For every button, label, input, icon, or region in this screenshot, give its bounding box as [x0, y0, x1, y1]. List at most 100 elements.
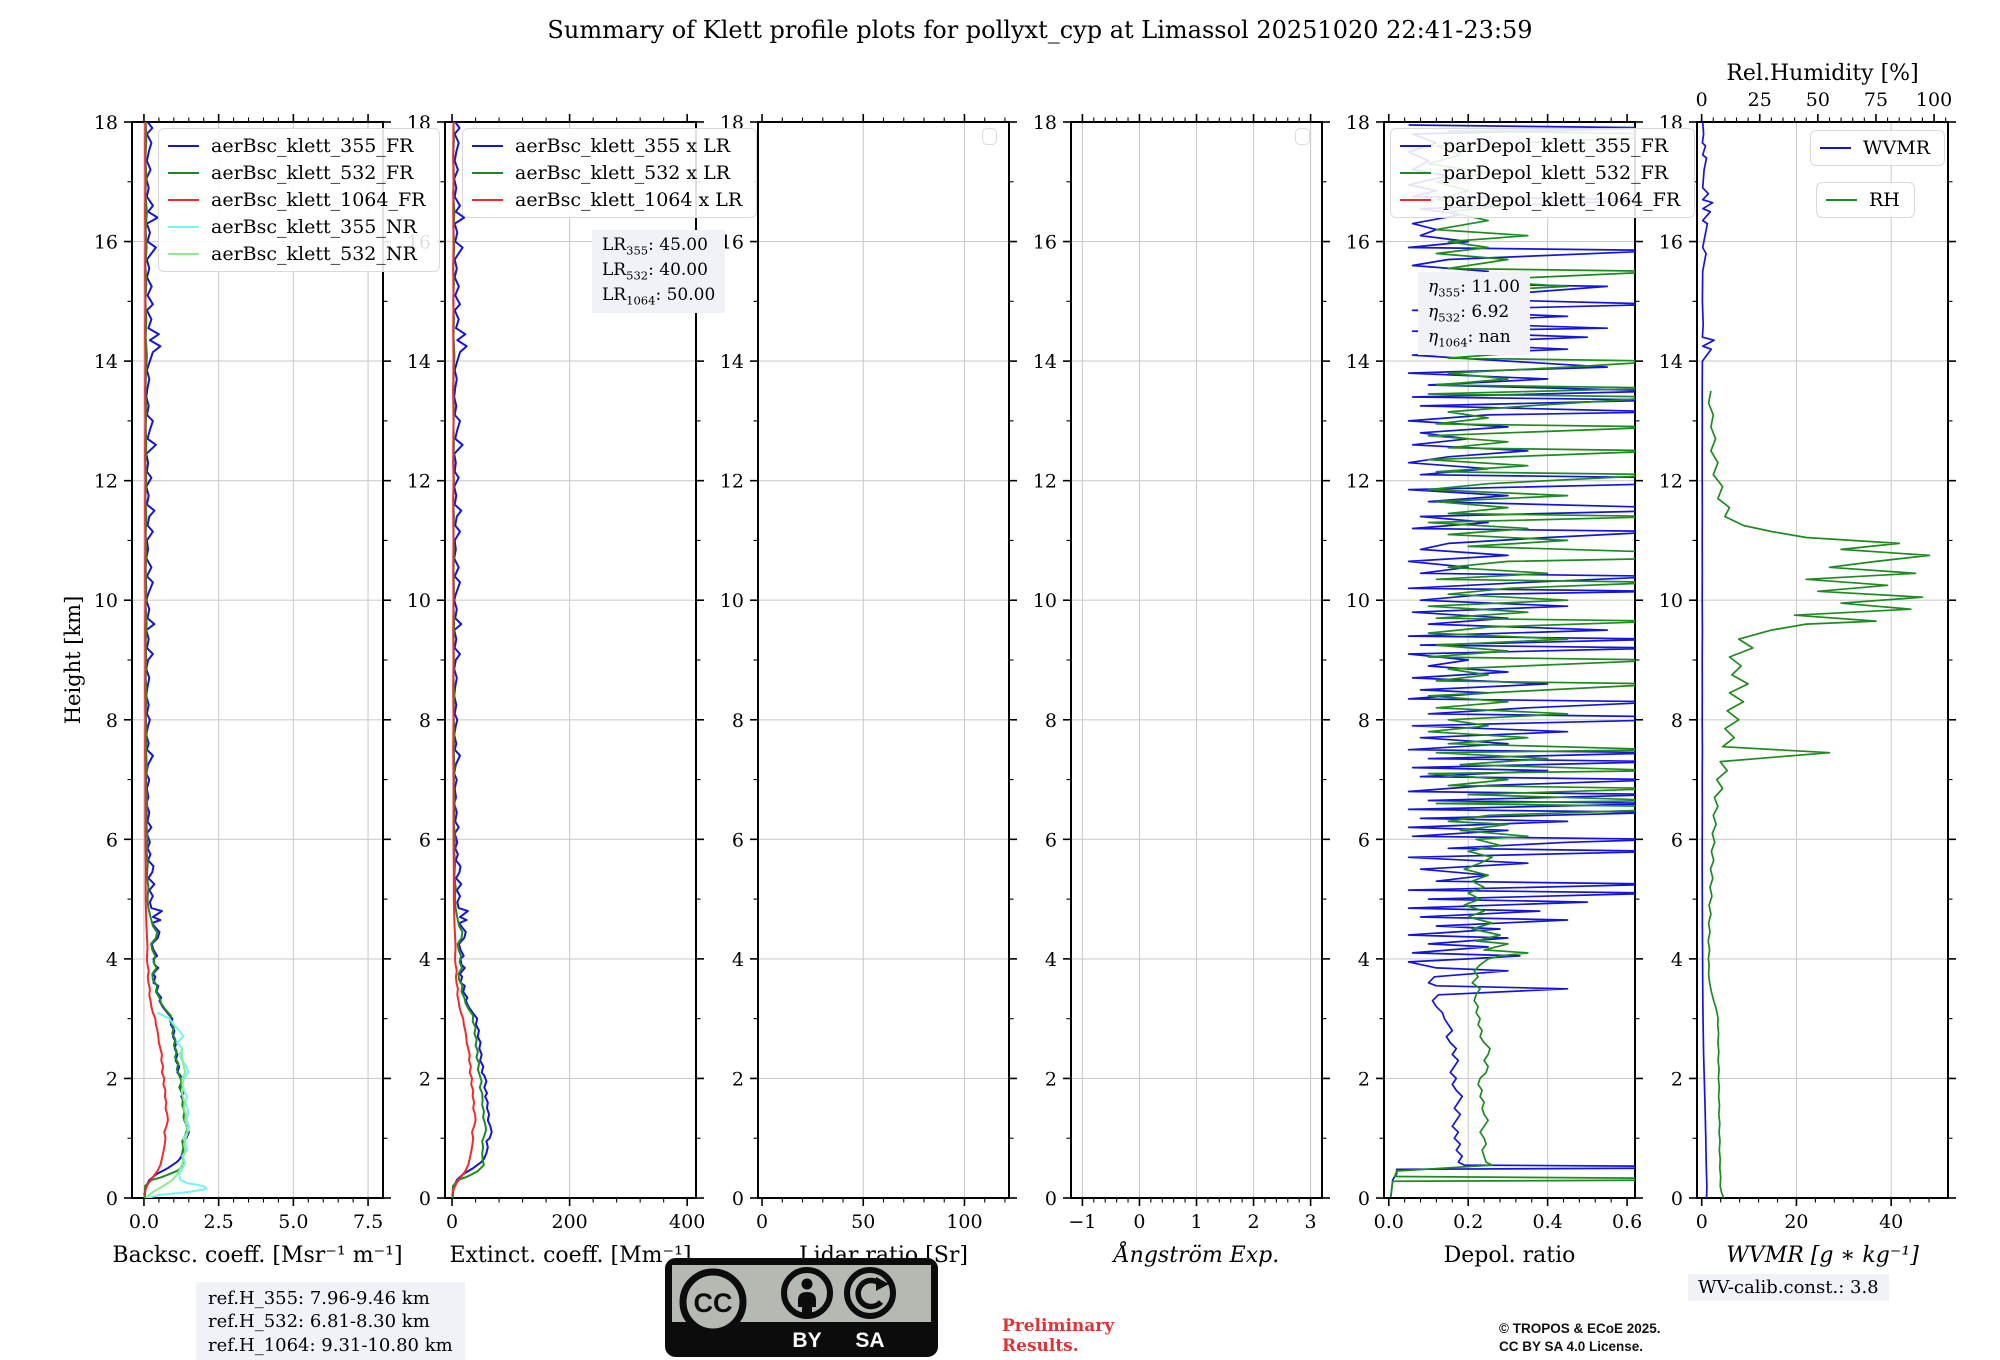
panel-backscatter-data — [143, 122, 208, 1198]
legend-line-swatch — [472, 172, 503, 174]
y-tick-label: 12 — [407, 471, 431, 493]
y-tick-label: 4 — [732, 949, 744, 971]
y-tick-label: 16 — [94, 232, 118, 254]
sa-label: SA — [855, 1329, 884, 1352]
y-tick-label: 2 — [419, 1068, 431, 1090]
tick-label: 0.2 — [1453, 1211, 1483, 1233]
legend-item: aerBsc_klett_355_FR — [168, 135, 425, 157]
tick-label: 0 — [1133, 1211, 1145, 1233]
copyright-note: © TROPOS & ECoE 2025. CC BY SA 4.0 Licen… — [1499, 1321, 1661, 1354]
y-tick-label: 16 — [1346, 232, 1370, 254]
tick-label: 0 — [1696, 1211, 1708, 1233]
tick-label: 0 — [446, 1211, 458, 1233]
series-RH — [1707, 390, 1931, 1198]
y-tick-label: 4 — [1358, 949, 1370, 971]
y-tick-label: 18 — [1033, 112, 1057, 134]
y-tick-label: 6 — [1671, 829, 1683, 851]
legend: RH — [1816, 182, 1915, 218]
y-tick-label: 6 — [1358, 829, 1370, 851]
top-tick-label: 100 — [1916, 89, 1952, 111]
ref-height-532: ref.H_532: 6.81-8.30 km — [208, 1311, 430, 1333]
y-tick-label: 8 — [1045, 710, 1057, 732]
tick-label: −1 — [1068, 1211, 1096, 1233]
x-axis-label: Extinct. coeff. [Mm⁻¹] — [449, 1243, 691, 1268]
annotation-line: LR1064: 50.00 — [602, 285, 716, 308]
legend: WVMR — [1810, 130, 1946, 166]
series-aerBsc_klett_532_NR — [145, 1048, 189, 1198]
legend-item: WVMR — [1820, 137, 1930, 159]
tick-label: 7.5 — [353, 1211, 383, 1233]
legend-line-swatch — [1400, 172, 1431, 174]
legend-item: aerBsc_klett_355 x LR — [472, 135, 742, 157]
legend-line-swatch — [472, 145, 503, 147]
tick-label: 200 — [551, 1211, 587, 1233]
y-tick-label: 8 — [1358, 710, 1370, 732]
y-tick-label: 0 — [732, 1188, 744, 1210]
legend-item: aerBsc_klett_532_NR — [168, 243, 425, 265]
legend-item-label: aerBsc_klett_355_NR — [211, 216, 417, 238]
y-tick-label: 12 — [720, 471, 744, 493]
tick-label: 100 — [946, 1211, 982, 1233]
y-tick-label: 16 — [1033, 232, 1057, 254]
annotation-box: LR355: 45.00 LR532: 40.00 LR1064: 50.00 — [592, 230, 726, 313]
tick-label: 0.0 — [1374, 1211, 1404, 1233]
legend-empty — [1295, 128, 1310, 145]
annotation-line: LR532: 40.00 — [602, 260, 708, 283]
legend-item: aerBsc_klett_532 x LR — [472, 162, 742, 184]
y-tick-label: 0 — [106, 1188, 118, 1210]
y-tick-label: 18 — [1346, 112, 1370, 134]
y-tick-label: 10 — [720, 590, 744, 612]
ref-height-1064: ref.H_1064: 9.31-10.80 km — [208, 1334, 453, 1356]
y-tick-label: 2 — [106, 1068, 118, 1090]
y-tick-label: 10 — [94, 590, 118, 612]
legend-item: aerBsc_klett_532_FR — [168, 162, 425, 184]
legend-line-swatch — [1820, 147, 1851, 149]
y-axis-label: Height [km] — [61, 596, 85, 725]
legend-item: aerBsc_klett_1064_FR — [168, 189, 425, 211]
y-tick-label: 8 — [419, 710, 431, 732]
tick-label: 50 — [851, 1211, 875, 1233]
by-label: BY — [792, 1329, 821, 1352]
y-tick-label: 12 — [1033, 471, 1057, 493]
legend-empty — [982, 128, 997, 145]
ref-height-355: ref.H_355: 7.96-9.46 km — [208, 1288, 430, 1309]
legend: aerBsc_klett_355 x LR aerBsc_klett_532 x … — [462, 128, 758, 218]
y-tick-label: 16 — [1659, 232, 1683, 254]
y-tick-label: 8 — [106, 710, 118, 732]
annotation-box: η355: 11.00 η532: 6.92 η1064: nan — [1418, 272, 1531, 355]
legend-item: aerBsc_klett_355_NR — [168, 216, 425, 238]
legend-item-label: aerBsc_klett_1064 x LR — [515, 189, 743, 211]
legend-line-swatch — [168, 199, 199, 201]
preliminary-results-note: Preliminary Results. — [1002, 1316, 1115, 1357]
tick-label: 3 — [1305, 1211, 1317, 1233]
panel-angstroem-data — [1071, 122, 1322, 1198]
x-axis-label: Depol. ratio — [1444, 1243, 1576, 1268]
wv-calibration-box: WV-calib.const.: 3.8 — [1688, 1274, 1889, 1301]
y-tick-label: 14 — [407, 351, 431, 373]
tick-label: 20 — [1784, 1211, 1808, 1233]
top-tick-label: 25 — [1748, 89, 1772, 111]
y-tick-label: 14 — [720, 351, 744, 373]
y-tick-label: 14 — [1346, 351, 1370, 373]
legend-item-label: aerBsc_klett_355 x LR — [515, 135, 731, 157]
annotation-line: LR355: 45.00 — [602, 235, 708, 258]
annotation-line: η532: 6.92 — [1428, 302, 1510, 325]
y-tick-label: 0 — [1358, 1188, 1370, 1210]
y-tick-label: 2 — [1671, 1068, 1683, 1090]
y-tick-label: 0 — [419, 1188, 431, 1210]
legend-item-label: aerBsc_klett_355_FR — [211, 135, 414, 157]
y-tick-label: 2 — [1358, 1068, 1370, 1090]
tick-label: 400 — [669, 1211, 705, 1233]
annotation-line: η355: 11.00 — [1428, 277, 1521, 300]
y-tick-label: 6 — [106, 829, 118, 851]
legend-item-label: aerBsc_klett_1064_FR — [211, 189, 426, 211]
y-tick-label: 6 — [732, 829, 744, 851]
y-tick-label: 4 — [106, 949, 118, 971]
top-tick-label: 50 — [1806, 89, 1830, 111]
x-axis-label: WVMR [g ∗ kg⁻¹] — [1726, 1243, 1919, 1268]
y-tick-label: 4 — [1045, 949, 1057, 971]
legend-line-swatch — [168, 226, 199, 228]
legend-item: aerBsc_klett_1064 x LR — [472, 189, 742, 211]
cc-icon — [679, 1268, 747, 1336]
